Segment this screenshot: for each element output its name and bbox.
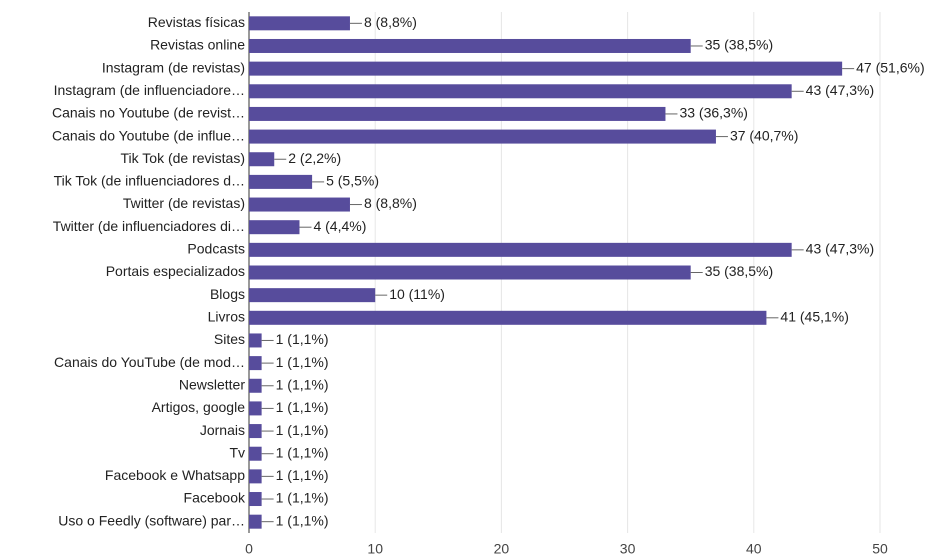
x-tick-label: 20 (494, 541, 510, 557)
y-tick-label: Facebook (184, 490, 246, 506)
bar (249, 174, 313, 189)
bar (249, 152, 275, 167)
y-tick-label: Tik Tok (de influenciadores d… (54, 173, 245, 189)
y-tick-label: Facebook e Whatsapp (105, 467, 245, 483)
bar (249, 492, 262, 507)
bar (249, 129, 716, 144)
x-tick-label: 50 (872, 541, 888, 557)
bar (249, 84, 792, 99)
y-tick-label: Canais do YouTube (de mod… (54, 354, 245, 370)
y-tick-label: Sites (214, 331, 245, 347)
bar (249, 61, 843, 76)
value-label: 35 (38,5%) (705, 37, 773, 53)
y-tick-label: Podcasts (187, 241, 245, 257)
value-label: 1 (1,1%) (276, 331, 329, 347)
value-label: 4 (4,4%) (313, 218, 366, 234)
bar (249, 197, 350, 212)
bar (249, 446, 262, 461)
y-tick-label: Livros (208, 309, 245, 325)
y-tick-label: Uso o Feedly (software) par… (58, 512, 245, 528)
bar (249, 356, 262, 371)
value-label: 2 (2,2%) (288, 150, 341, 166)
value-label: 8 (8,8%) (364, 195, 417, 211)
y-tick-label: Artigos, google (152, 399, 246, 415)
bar (249, 378, 262, 393)
bar (249, 514, 262, 529)
x-tick-label: 40 (746, 541, 762, 557)
y-tick-label: Instagram (de revistas) (102, 59, 245, 75)
y-tick-label: Twitter (de influenciadores di… (53, 218, 245, 234)
value-label: 1 (1,1%) (276, 444, 329, 460)
bar (249, 469, 262, 484)
value-label: 43 (47,3%) (806, 241, 874, 257)
value-label: 1 (1,1%) (276, 354, 329, 370)
value-label: 33 (36,3%) (679, 105, 747, 121)
value-label: 1 (1,1%) (276, 490, 329, 506)
y-tick-label: Newsletter (179, 376, 245, 392)
value-label: 47 (51,6%) (856, 59, 924, 75)
bar (249, 424, 262, 439)
y-tick-label: Twitter (de revistas) (123, 195, 245, 211)
y-tick-label: Canais do Youtube (de influe… (52, 127, 245, 143)
value-label: 5 (5,5%) (326, 173, 379, 189)
value-label: 1 (1,1%) (276, 512, 329, 528)
y-tick-label: Instagram (de influenciadore… (54, 82, 245, 98)
bar (249, 265, 691, 280)
y-tick-label: Portais especializados (106, 263, 245, 279)
bar (249, 333, 262, 348)
bar (249, 106, 666, 121)
y-tick-label: Revistas online (150, 37, 245, 53)
y-tick-label: Tik Tok (de revistas) (121, 150, 245, 166)
value-label: 1 (1,1%) (276, 467, 329, 483)
value-label: 1 (1,1%) (276, 399, 329, 415)
x-tick-label: 10 (367, 541, 383, 557)
bar (249, 288, 376, 303)
bar (249, 310, 767, 325)
value-label: 1 (1,1%) (276, 376, 329, 392)
bar (249, 38, 691, 53)
value-label: 10 (11%) (389, 286, 445, 302)
value-label: 1 (1,1%) (276, 422, 329, 438)
value-label: 8 (8,8%) (364, 14, 417, 30)
y-tick-label: Jornais (200, 422, 245, 438)
x-tick-label: 30 (620, 541, 636, 557)
value-label: 41 (45,1%) (780, 309, 848, 325)
value-label: 35 (38,5%) (705, 263, 773, 279)
y-tick-label: Blogs (210, 286, 245, 302)
value-label: 37 (40,7%) (730, 127, 798, 143)
y-tick-label: Canais no Youtube (de revist… (52, 105, 245, 121)
y-tick-label: Tv (229, 444, 245, 460)
bar (249, 16, 350, 31)
bar (249, 401, 262, 416)
x-tick-label: 0 (245, 541, 253, 557)
bar (249, 242, 792, 257)
value-label: 43 (47,3%) (806, 82, 874, 98)
bar (249, 220, 300, 235)
y-tick-label: Revistas físicas (148, 14, 245, 30)
